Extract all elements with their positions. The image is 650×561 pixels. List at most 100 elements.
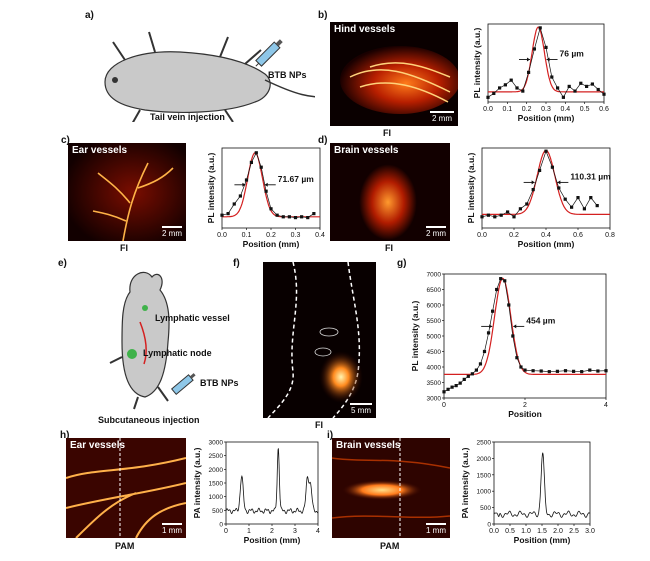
scale-bar-i: 1 mm <box>426 523 446 535</box>
fit-curve <box>488 26 604 93</box>
data-point <box>450 385 454 389</box>
image-title-c: Ear vessels <box>72 145 128 156</box>
y-tick-label: 0 <box>219 522 223 529</box>
image-title-h: Ear vessels <box>70 440 126 451</box>
data-point <box>563 369 568 373</box>
y-axis-label: PL intensity (a.u.) <box>206 152 216 223</box>
y-tick-label: 2500 <box>209 453 224 460</box>
data-point <box>503 83 507 87</box>
fwhm-annotation: 71.67 µm <box>278 174 315 184</box>
data-point <box>492 91 496 96</box>
data-point <box>503 279 507 283</box>
pa-profile-line <box>493 452 591 518</box>
fwhm-arrowhead-left <box>526 57 530 62</box>
data-point <box>588 368 592 372</box>
x-tick-label: 0.2 <box>509 232 519 239</box>
scale-bar-f: 5 mm <box>350 403 372 415</box>
data-point <box>602 92 606 96</box>
chart-i: 0.0 0.5 1.0 1.5 2.0 2.5 3.0 0 500 1000 1500 2000 250… <box>460 440 595 546</box>
data-point <box>596 369 600 373</box>
plot-frame <box>225 441 319 525</box>
image-caption-c: FI <box>120 243 128 253</box>
data-point <box>480 215 484 219</box>
data-point <box>486 213 490 217</box>
image-caption-i: PAM <box>380 541 400 551</box>
x-tick-label: 2.5 <box>569 528 579 535</box>
data-point <box>547 370 551 374</box>
x-tick-label: 2.0 <box>553 528 563 535</box>
data-point <box>567 84 571 88</box>
pam-image-brain: Brain vessels 1 mm <box>332 438 450 538</box>
image-title-i: Brain vessels <box>336 440 401 451</box>
data-point <box>454 384 458 388</box>
y-tick-label: 3000 <box>209 440 224 447</box>
y-tick-label: 4500 <box>427 349 442 356</box>
y-axis-label: PL intensity (a.u.) <box>466 152 476 223</box>
data-point <box>595 204 599 208</box>
y-tick-label: 500 <box>212 508 223 515</box>
fit-curve <box>444 277 606 375</box>
scale-bar-c: 2 mm <box>162 226 182 238</box>
data-point <box>244 178 249 182</box>
x-axis-label: Position <box>508 409 542 419</box>
panel-label-d: d) <box>318 135 328 146</box>
syringe-icon <box>255 39 283 67</box>
x-tick-label: 1.5 <box>537 528 547 535</box>
data-point <box>527 70 531 74</box>
fwhm-arrowhead-right <box>557 180 561 185</box>
data-point <box>287 215 291 219</box>
data-point <box>544 45 548 49</box>
y-axis-label: PA intensity (a.u.) <box>460 447 470 518</box>
data-point <box>506 210 510 214</box>
data-point <box>226 212 230 216</box>
panel-label-h: h) <box>60 430 70 441</box>
scale-bar-h: 1 mm <box>162 523 182 535</box>
data-point <box>531 369 535 373</box>
y-tick-label: 6500 <box>427 287 442 294</box>
y-tick-label: 1500 <box>477 472 492 479</box>
x-axis-label: Position (mm) <box>518 239 575 249</box>
data-point <box>570 205 574 209</box>
data-point <box>499 277 503 281</box>
pam-image-ear: Ear vessels 1 mm <box>66 438 186 538</box>
fwhm-arrowhead-left <box>242 182 246 187</box>
data-point <box>544 149 548 153</box>
data-point <box>509 78 513 82</box>
x-tick-label: 0.4 <box>541 232 551 239</box>
x-tick-label: 4 <box>604 402 608 409</box>
x-tick-label: 1.0 <box>521 528 531 535</box>
y-axis-label: PL intensity (a.u.) <box>410 300 420 371</box>
data-point <box>572 369 576 373</box>
image-caption-f: FI <box>315 420 323 430</box>
x-tick-label: 0.5 <box>580 106 590 113</box>
data-point <box>499 213 503 217</box>
panel-label-e: e) <box>58 258 67 269</box>
mouse-supine-illustration <box>104 31 315 122</box>
data-point <box>521 89 525 93</box>
data-point <box>486 95 490 99</box>
data-point <box>556 86 560 90</box>
data-point <box>538 26 542 30</box>
y-tick-label: 2000 <box>477 456 492 463</box>
x-tick-label: 0.6 <box>599 106 609 113</box>
x-tick-label: 2 <box>523 402 527 409</box>
data-point <box>539 369 543 373</box>
data-point <box>555 369 559 373</box>
x-tick-label: 0.4 <box>560 106 570 113</box>
y-tick-label: 3000 <box>427 396 442 403</box>
data-point <box>512 215 516 219</box>
y-tick-label: 4000 <box>427 365 442 372</box>
data-point <box>525 202 529 206</box>
data-point <box>550 75 554 79</box>
y-tick-label: 3500 <box>427 380 442 387</box>
chart-d: 0.0 0.2 0.4 0.6 0.8 Position (mm) PL intensity… <box>466 147 615 249</box>
image-caption-b: FI <box>383 128 391 138</box>
fwhm-arrowhead-left <box>531 180 535 185</box>
x-tick-label: 0.3 <box>291 232 301 239</box>
data-point <box>232 202 236 206</box>
y-tick-label: 0 <box>487 522 491 529</box>
y-tick-label: 6000 <box>427 303 442 310</box>
y-axis-label: PA intensity (a.u.) <box>192 447 202 518</box>
data-point <box>486 331 491 335</box>
x-axis-label: Position (mm) <box>514 535 571 545</box>
